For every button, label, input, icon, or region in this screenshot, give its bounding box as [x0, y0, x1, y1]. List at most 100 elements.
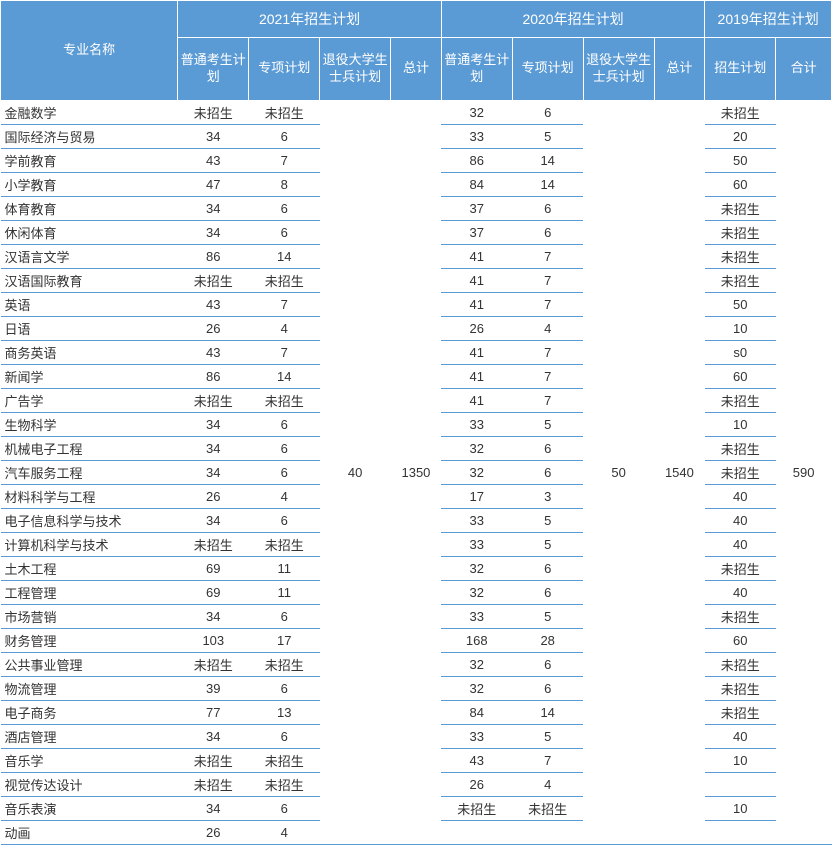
header-2021-special: 专项计划 — [249, 38, 320, 101]
cell: 未招生 — [512, 796, 583, 820]
cell: 17 — [441, 484, 512, 508]
header-2020-total: 总计 — [654, 38, 705, 101]
cell: 生物科学 — [1, 412, 178, 436]
cell: 6 — [512, 652, 583, 676]
cell: 32 — [441, 580, 512, 604]
cell: 未招生 — [249, 748, 320, 772]
cell: 金融数学 — [1, 100, 178, 124]
cell: 33 — [441, 508, 512, 532]
cell — [705, 820, 776, 844]
cell: 26 — [178, 820, 249, 844]
cell: 41 — [441, 244, 512, 268]
cell: 8 — [249, 172, 320, 196]
cell: 未招生 — [705, 220, 776, 244]
cell: 40 — [705, 724, 776, 748]
cell: 7 — [512, 364, 583, 388]
cell: 未招生 — [705, 676, 776, 700]
cell: 6 — [249, 676, 320, 700]
cell: 33 — [441, 412, 512, 436]
cell — [512, 820, 583, 844]
cell: 未招生 — [178, 268, 249, 292]
cell: 商务英语 — [1, 340, 178, 364]
cell: 新闻学 — [1, 364, 178, 388]
cell: 7 — [512, 268, 583, 292]
table-body: 金融数学未招生未招生401350326501540未招生590国际经济与贸易34… — [1, 100, 832, 844]
cell: 5 — [512, 412, 583, 436]
cell: 汉语言文学 — [1, 244, 178, 268]
cell: 汽车服务工程 — [1, 460, 178, 484]
cell: 未招生 — [178, 388, 249, 412]
cell: 4 — [512, 772, 583, 796]
cell: 7 — [512, 292, 583, 316]
cell: 小学教育 — [1, 172, 178, 196]
cell: 43 — [178, 340, 249, 364]
cell: 32 — [441, 652, 512, 676]
cell: 41 — [441, 364, 512, 388]
cell: 6 — [249, 124, 320, 148]
cell: 26 — [441, 316, 512, 340]
cell: 6 — [512, 460, 583, 484]
cell — [705, 772, 776, 796]
cell: 33 — [441, 724, 512, 748]
cell: 6 — [249, 220, 320, 244]
header-2020-special: 专项计划 — [512, 38, 583, 101]
cell: 6 — [249, 724, 320, 748]
cell: 5 — [512, 124, 583, 148]
cell: 6 — [249, 460, 320, 484]
cell: 7 — [512, 244, 583, 268]
cell: 33 — [441, 124, 512, 148]
cell: 汉语国际教育 — [1, 268, 178, 292]
table-header: 专业名称 2021年招生计划 2020年招生计划 2019年招生计划 普通考生计… — [1, 1, 832, 101]
cell: 10 — [705, 796, 776, 820]
cell: 学前教育 — [1, 148, 178, 172]
cell: 50 — [583, 100, 654, 844]
cell: 未招生 — [705, 196, 776, 220]
header-2020-regular: 普通考生计划 — [441, 38, 512, 101]
header-major: 专业名称 — [1, 1, 178, 101]
cell: 103 — [178, 628, 249, 652]
cell: 6 — [512, 556, 583, 580]
cell: 40 — [705, 532, 776, 556]
cell: 视觉传达设计 — [1, 772, 178, 796]
cell: 13 — [249, 700, 320, 724]
cell: 6 — [249, 508, 320, 532]
cell: 17 — [249, 628, 320, 652]
header-group-2020: 2020年招生计划 — [441, 1, 704, 38]
cell: 86 — [441, 148, 512, 172]
header-2021-total: 总计 — [391, 38, 442, 101]
cell: 工程管理 — [1, 580, 178, 604]
cell: 26 — [441, 772, 512, 796]
cell: 6 — [249, 436, 320, 460]
cell: 26 — [178, 316, 249, 340]
header-group-2021: 2021年招生计划 — [178, 1, 441, 38]
cell: 1540 — [654, 100, 705, 844]
cell: 40 — [705, 508, 776, 532]
cell: 4 — [249, 820, 320, 844]
cell: 590 — [776, 100, 832, 844]
cell: 物流管理 — [1, 676, 178, 700]
cell: 酒店管理 — [1, 724, 178, 748]
cell: 7 — [249, 292, 320, 316]
cell: 动画 — [1, 820, 178, 844]
cell: 34 — [178, 196, 249, 220]
table-row: 金融数学未招生未招生401350326501540未招生590 — [1, 100, 832, 124]
cell: 5 — [512, 508, 583, 532]
header-2020-veteran: 退役大学生士兵计划 — [583, 38, 654, 101]
cell: 未招生 — [249, 652, 320, 676]
cell: 60 — [705, 628, 776, 652]
cell: 未招生 — [178, 772, 249, 796]
cell: 32 — [441, 676, 512, 700]
cell: 14 — [512, 700, 583, 724]
cell: 计算机科学与技术 — [1, 532, 178, 556]
cell: 32 — [441, 100, 512, 124]
cell: 14 — [512, 172, 583, 196]
cell: 电子商务 — [1, 700, 178, 724]
cell: 40 — [705, 580, 776, 604]
cell: 10 — [705, 748, 776, 772]
cell: 未招生 — [705, 436, 776, 460]
cell: 6 — [512, 220, 583, 244]
cell: 材料科学与工程 — [1, 484, 178, 508]
cell: 未招生 — [705, 100, 776, 124]
cell: 未招生 — [178, 532, 249, 556]
cell: 34 — [178, 796, 249, 820]
